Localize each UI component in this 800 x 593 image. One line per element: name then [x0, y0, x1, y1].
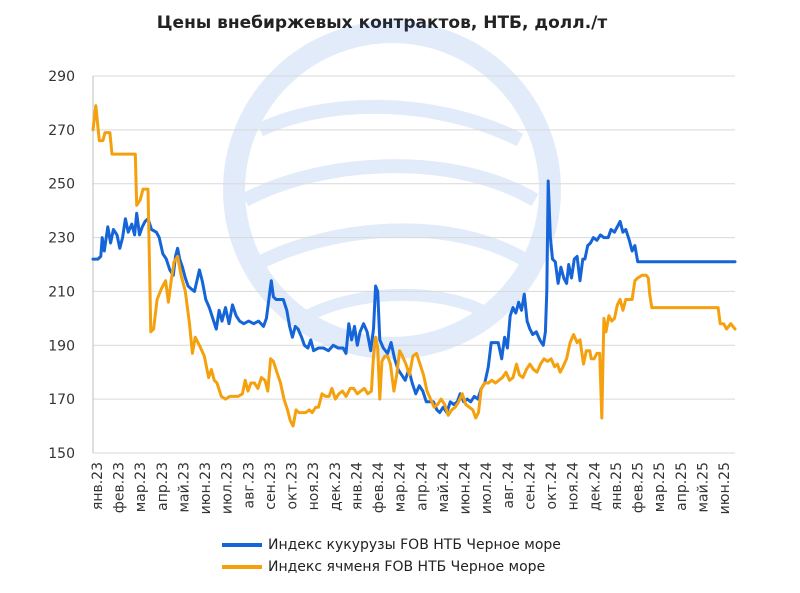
x-tick-label: май.24: [436, 462, 452, 513]
x-axis: янв.23 фев.23 мар.23 апр.23 май.23 июн.23 июл.…: [90, 462, 733, 514]
x-tick-label: янв.24: [349, 462, 365, 510]
x-tick-label: окт.23: [285, 462, 301, 509]
x-tick-label: фев.23: [112, 462, 128, 513]
x-tick-label: апр.24: [414, 462, 430, 511]
series-line-corn: [91, 179, 737, 415]
x-tick-label: ноя.24: [566, 462, 582, 510]
y-tick-label: 210: [48, 284, 75, 300]
legend-swatch-barley: [222, 565, 262, 569]
y-tick-label: 270: [48, 123, 75, 139]
x-tick-label: авг.24: [501, 462, 517, 509]
x-tick-label: сен.23: [263, 462, 279, 510]
x-tick-label: ноя.23: [306, 462, 322, 510]
y-tick-label: 190: [48, 338, 75, 354]
x-tick-label: янв.23: [90, 462, 106, 510]
x-tick-label: фев.25: [631, 462, 647, 513]
x-tick-label: июн.23: [198, 462, 214, 514]
x-tick-label: авг.23: [241, 462, 257, 508]
grid-lines: [93, 75, 735, 454]
legend-item-corn: Индекс кукурузы FOB НТБ Черное море: [222, 534, 561, 556]
y-tick-label: 250: [48, 177, 75, 193]
y-tick-label: 150: [48, 446, 75, 462]
legend: Индекс кукурузы FOB НТБ Черное море Инде…: [222, 534, 561, 578]
x-tick-label: дек.23: [328, 462, 344, 511]
x-tick-label: июл.24: [479, 462, 495, 514]
x-tick-label: июн.24: [458, 462, 474, 514]
x-tick-label: мар.25: [652, 462, 668, 512]
legend-swatch-corn: [222, 543, 262, 547]
y-axis: 150 170 190 210 230 250 270 290: [48, 69, 94, 462]
x-tick-label: мар.23: [133, 462, 149, 512]
x-tick-label: мар.24: [393, 462, 409, 512]
x-tick-label: янв.25: [609, 462, 625, 510]
x-tick-label: апр.23: [155, 462, 171, 511]
series-line-barley: [91, 104, 737, 428]
x-tick-label: апр.25: [674, 462, 690, 511]
series-lines: [91, 104, 737, 428]
legend-label-barley: Индекс ячменя FOB НТБ Черное море: [268, 559, 546, 575]
x-tick-label: окт.24: [544, 462, 560, 510]
x-tick-label: июн.25: [717, 462, 733, 514]
x-tick-label: сен.24: [522, 462, 538, 510]
y-tick-label: 170: [48, 392, 75, 408]
y-tick-label: 230: [48, 231, 75, 247]
legend-label-corn: Индекс кукурузы FOB НТБ Черное море: [268, 537, 561, 553]
chart-title: Цены внебиржевых контрактов, НТБ, долл./…: [156, 13, 608, 33]
legend-item-barley: Индекс ячменя FOB НТБ Черное море: [222, 556, 561, 578]
x-tick-label: май.25: [695, 462, 711, 513]
y-tick-label: 290: [48, 69, 75, 85]
x-tick-label: июл.23: [220, 462, 236, 514]
x-tick-label: фев.24: [371, 462, 387, 513]
x-tick-label: май.23: [177, 462, 193, 513]
x-tick-label: дек.24: [587, 462, 603, 511]
